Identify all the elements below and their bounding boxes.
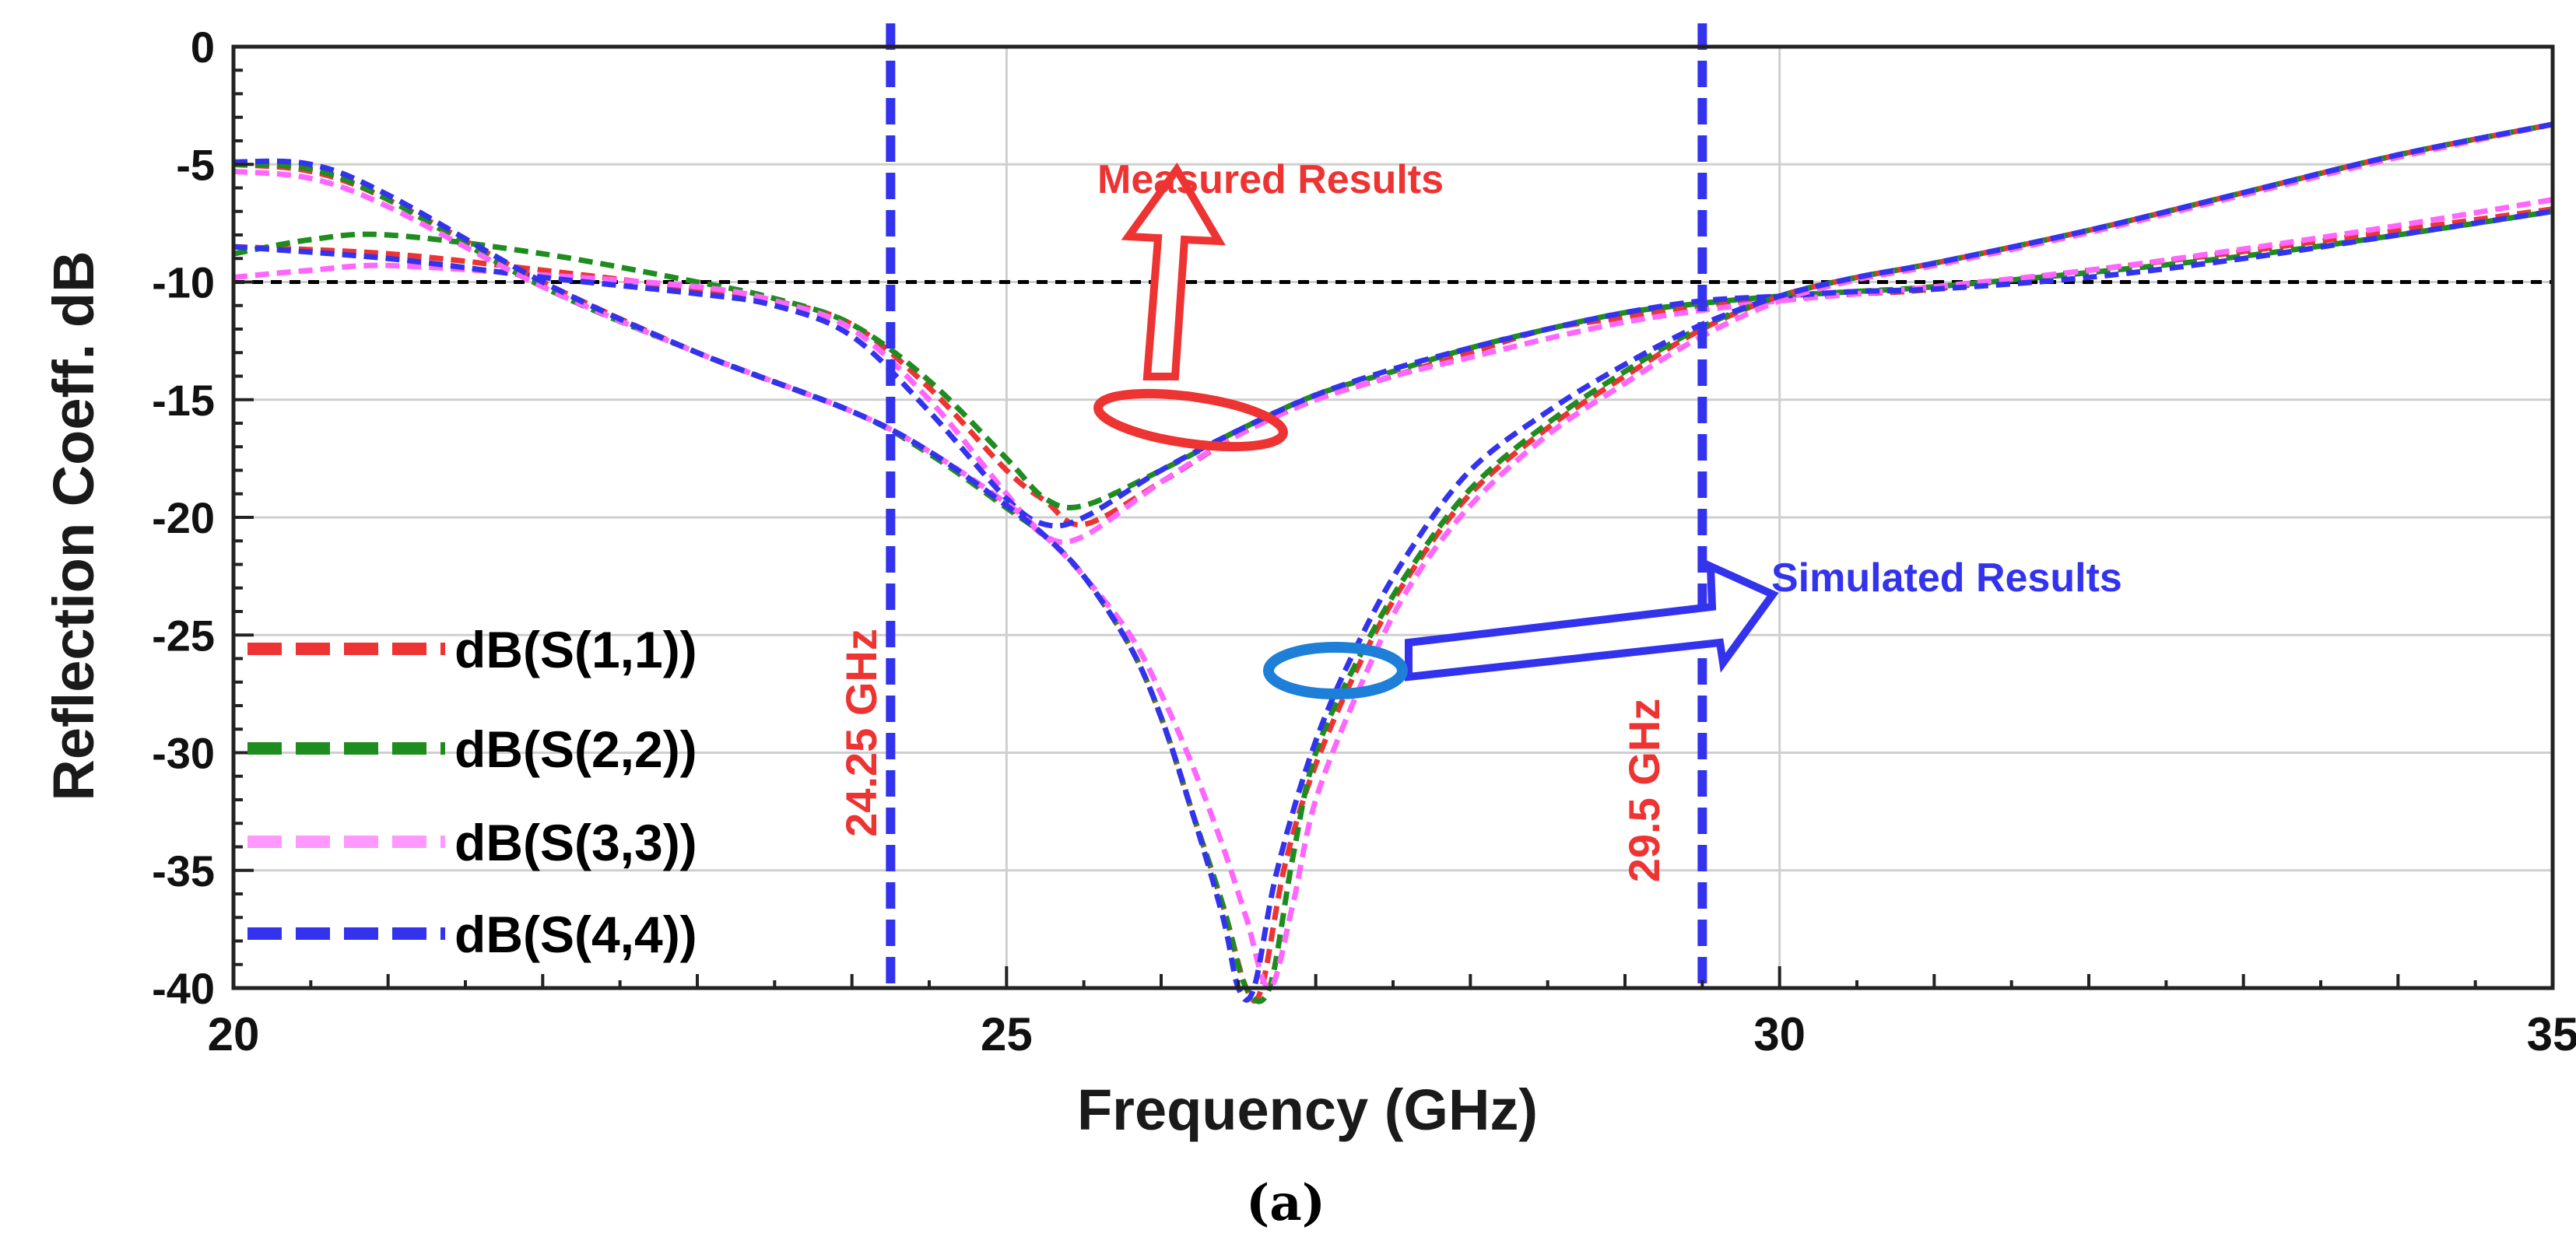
simulated-results-label: Simulated Results bbox=[1771, 555, 2122, 601]
legend: dB(S(1,1)) dB(S(2,2)) dB(S(3,3)) dB(S(4,… bbox=[247, 621, 697, 963]
measured-loop-icon bbox=[1093, 388, 1288, 452]
y-axis-label: Reflection Coeff. dB bbox=[41, 251, 106, 801]
simulated-annotation: Simulated Results bbox=[1263, 555, 2122, 699]
y-tick-label: -5 bbox=[176, 140, 215, 189]
simulated-loop-icon bbox=[1263, 642, 1408, 699]
legend-item: dB(S(1,1)) bbox=[247, 621, 697, 678]
axes: 20 25 30 35 0 -5 -10 -15 -20 -25 -30 -35 -40 bbox=[152, 23, 2576, 1060]
y-tick-label: -30 bbox=[152, 729, 215, 778]
legend-item: dB(S(2,2)) bbox=[247, 720, 697, 778]
marker-labels: 24.25 GHz 29.5 GHz bbox=[837, 629, 1669, 882]
legend-label: dB(S(3,3)) bbox=[454, 814, 697, 871]
x-tick-label: 30 bbox=[1753, 1008, 1806, 1060]
figure-caption: (a) bbox=[1246, 1174, 1325, 1232]
measured-arrow-icon bbox=[1121, 162, 1226, 380]
measured-annotation: Measured Results bbox=[1093, 157, 1444, 452]
vline-label-29-5: 29.5 GHz bbox=[1620, 699, 1669, 883]
marker-lines bbox=[886, 23, 1707, 988]
legend-item: dB(S(3,3)) bbox=[247, 814, 697, 871]
series-layer bbox=[233, 121, 2553, 1004]
legend-label: dB(S(1,1)) bbox=[454, 621, 697, 678]
series-line-measured bbox=[233, 209, 2553, 529]
series-line-simulated bbox=[233, 121, 2553, 1003]
vline-label-24-25: 24.25 GHz bbox=[837, 629, 886, 837]
x-tick-label: 25 bbox=[981, 1008, 1033, 1060]
measured-results-label: Measured Results bbox=[1097, 157, 1444, 202]
y-tick-label: 0 bbox=[191, 23, 215, 72]
legend-item: dB(S(4,4)) bbox=[247, 906, 697, 963]
x-axis-label: Frequency (GHz) bbox=[1077, 1078, 1538, 1142]
y-tick-label: -40 bbox=[152, 964, 215, 1013]
legend-label: dB(S(4,4)) bbox=[454, 906, 697, 963]
y-tick-label: -25 bbox=[152, 611, 215, 660]
y-tick-label: -20 bbox=[152, 493, 215, 542]
series-line-measured bbox=[233, 197, 2553, 545]
y-tick-label: -35 bbox=[152, 846, 215, 895]
x-tick-label: 20 bbox=[208, 1008, 260, 1060]
simulated-arrow-icon bbox=[1405, 560, 1779, 682]
x-tick-label: 35 bbox=[2527, 1008, 2576, 1060]
legend-label: dB(S(2,2)) bbox=[454, 720, 697, 778]
y-tick-label: -15 bbox=[152, 376, 215, 425]
y-tick-label: -10 bbox=[152, 258, 215, 307]
